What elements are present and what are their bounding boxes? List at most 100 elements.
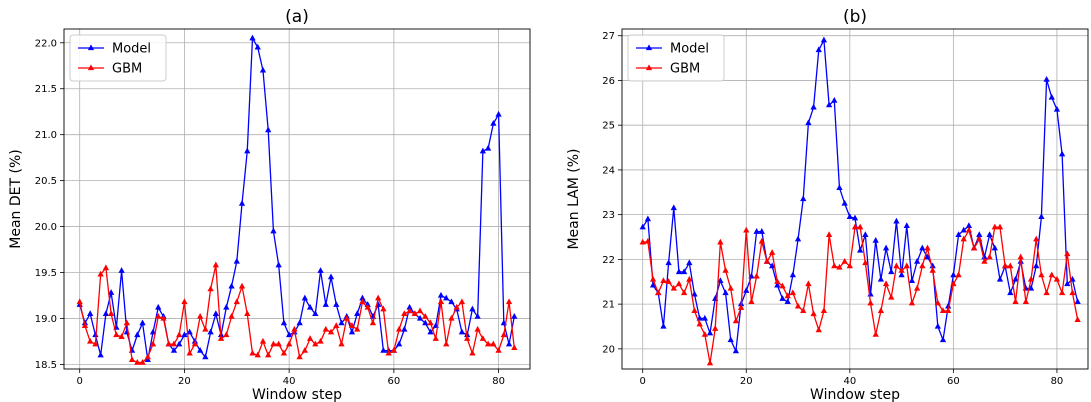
data-point-gbm — [113, 331, 120, 338]
data-point-model — [312, 310, 319, 317]
data-point-model — [469, 305, 476, 312]
data-point-gbm — [406, 307, 413, 314]
data-point-model — [722, 289, 729, 296]
data-point-gbm — [825, 231, 833, 237]
data-point-model — [862, 231, 869, 237]
data-point-gbm — [322, 325, 329, 332]
data-point-model — [675, 268, 683, 275]
y-tick-label: 20.0 — [35, 222, 57, 233]
data-point-gbm — [76, 298, 83, 305]
data-point-model — [238, 199, 246, 206]
data-point-model — [474, 313, 481, 319]
data-point-gbm — [1074, 316, 1081, 322]
data-point-model — [800, 195, 807, 202]
data-point-gbm — [908, 299, 916, 306]
data-point-model — [443, 294, 450, 301]
data-point-gbm — [867, 299, 874, 306]
legend-marker-model — [645, 44, 653, 51]
data-point-gbm — [939, 307, 947, 314]
data-point-gbm — [144, 353, 151, 360]
data-point-gbm — [1043, 289, 1050, 296]
data-point-gbm — [805, 280, 812, 287]
data-point-model — [259, 66, 267, 73]
data-point-gbm — [249, 349, 256, 356]
data-point-model — [939, 336, 947, 343]
data-point-model — [774, 281, 781, 288]
data-point-model — [395, 340, 403, 347]
chart-panel-a: 0 20 40 60 80 18.5 19.0 19.5 20.0 20.5 21.0 21.5 22.… — [8, 7, 531, 402]
y-tick-label: 20 — [602, 344, 615, 355]
data-point-model — [479, 147, 487, 154]
data-point-gbm — [965, 226, 973, 233]
data-point-gbm — [784, 292, 791, 299]
data-point-model — [805, 119, 812, 126]
data-point-gbm — [385, 349, 392, 356]
data-point-gbm — [970, 244, 978, 251]
data-point-gbm — [882, 280, 890, 287]
data-point-model — [831, 96, 838, 103]
data-point-model — [118, 267, 125, 273]
data-point-gbm — [950, 280, 957, 287]
data-point-gbm — [327, 328, 335, 335]
data-point-gbm — [660, 277, 667, 284]
data-point-gbm — [1058, 289, 1066, 296]
data-point-model — [286, 331, 293, 338]
data-point-gbm — [228, 313, 235, 319]
data-point-model — [950, 271, 957, 278]
data-point-model — [401, 325, 408, 332]
data-point-gbm — [139, 358, 146, 365]
data-point-gbm — [841, 258, 848, 264]
data-point-model — [458, 328, 466, 335]
data-point-model — [223, 303, 230, 310]
data-point-gbm — [810, 310, 817, 317]
data-point-gbm — [696, 320, 703, 327]
data-point-model — [155, 303, 162, 310]
data-point-gbm — [217, 335, 225, 341]
data-point-gbm — [464, 335, 471, 341]
data-point-gbm — [317, 337, 324, 344]
data-point-gbm — [443, 340, 450, 347]
data-point-gbm — [831, 262, 838, 269]
data-point-gbm — [1069, 289, 1076, 296]
data-point-gbm — [427, 319, 434, 326]
data-point-model — [836, 184, 843, 190]
data-point-model — [914, 258, 921, 264]
data-point-model — [872, 237, 879, 243]
legend-marker-model — [87, 44, 95, 51]
data-point-gbm — [270, 340, 277, 347]
y-tick-label: 23 — [602, 210, 615, 221]
legend-label-gbm: GBM — [112, 62, 142, 77]
data-point-model — [416, 314, 424, 321]
data-point-model — [511, 313, 518, 319]
x-tick-label: 40 — [843, 376, 856, 387]
data-point-model — [981, 253, 988, 260]
data-point-gbm — [118, 333, 125, 339]
data-point-model — [691, 290, 698, 297]
data-point-gbm — [862, 259, 869, 266]
data-point-gbm — [748, 298, 755, 305]
data-point-model — [1048, 93, 1055, 100]
data-point-model — [810, 103, 817, 110]
legend-label-model: Model — [670, 42, 709, 57]
data-point-gbm — [453, 303, 460, 310]
data-point-model — [867, 290, 874, 297]
data-point-model — [484, 144, 492, 151]
data-point-model — [945, 302, 952, 309]
data-point-gbm — [800, 307, 807, 314]
data-point-model — [406, 303, 413, 310]
data-point-model — [306, 303, 314, 310]
x-tick-label: 20 — [178, 376, 191, 387]
data-point-gbm — [857, 223, 864, 230]
data-point-gbm — [986, 253, 993, 260]
data-point-gbm — [888, 293, 895, 300]
data-point-gbm — [893, 262, 900, 269]
data-point-gbm — [312, 340, 319, 347]
data-point-gbm — [665, 278, 672, 284]
data-point-model — [233, 257, 240, 264]
data-point-gbm — [743, 226, 750, 233]
data-point-gbm — [155, 313, 162, 319]
data-point-model — [965, 222, 973, 229]
data-point-gbm — [1064, 250, 1071, 257]
data-point-model — [107, 289, 115, 295]
